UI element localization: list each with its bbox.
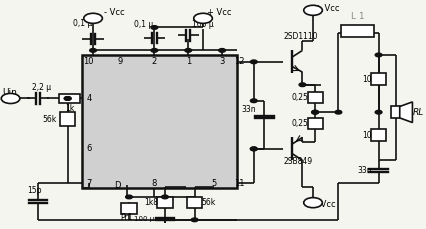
Text: 0,1 µ: 0,1 µ (73, 19, 92, 28)
Text: 3: 3 (219, 57, 225, 66)
Text: 10: 10 (363, 74, 372, 84)
Circle shape (151, 26, 158, 29)
Text: 0,1 µ: 0,1 µ (134, 20, 153, 29)
Circle shape (375, 110, 382, 114)
Circle shape (151, 49, 158, 52)
Bar (391, 106, 400, 118)
Polygon shape (400, 102, 412, 123)
Text: 5: 5 (211, 179, 216, 188)
Circle shape (250, 147, 257, 151)
Circle shape (219, 49, 225, 52)
Text: 0,25: 0,25 (292, 93, 309, 102)
Text: D: D (114, 181, 121, 190)
Text: 8: 8 (152, 179, 157, 188)
Text: - Vcc: - Vcc (104, 8, 124, 17)
Text: L 1: L 1 (351, 12, 364, 21)
Text: 100 µ: 100 µ (193, 20, 214, 29)
Circle shape (64, 97, 71, 100)
Text: 56k: 56k (43, 114, 57, 124)
Circle shape (90, 49, 96, 52)
Circle shape (185, 49, 192, 52)
Circle shape (299, 83, 306, 87)
Text: 6: 6 (86, 144, 92, 153)
Text: 4: 4 (86, 94, 92, 103)
Text: 1k8: 1k8 (144, 198, 158, 207)
Bar (371, 129, 386, 141)
Bar (157, 197, 173, 208)
Bar (371, 73, 386, 85)
Text: 2,2 µ: 2,2 µ (32, 83, 51, 92)
Circle shape (194, 13, 212, 23)
Circle shape (312, 110, 319, 114)
Bar (121, 203, 137, 214)
Circle shape (304, 198, 322, 208)
Circle shape (126, 195, 132, 199)
Circle shape (312, 110, 319, 114)
Text: 1k: 1k (65, 104, 75, 113)
Text: Uin: Uin (2, 88, 17, 97)
Text: 10: 10 (83, 57, 94, 66)
Circle shape (191, 218, 198, 222)
Bar (83, 55, 237, 188)
Bar (308, 118, 323, 129)
Circle shape (375, 53, 382, 57)
Circle shape (335, 110, 342, 114)
Text: Pr1: Pr1 (121, 213, 133, 222)
Text: 2SB849: 2SB849 (283, 157, 313, 166)
Circle shape (304, 5, 322, 15)
Circle shape (250, 60, 257, 64)
Text: RL: RL (412, 108, 424, 117)
Bar (60, 112, 75, 126)
Circle shape (1, 93, 20, 104)
Text: 2SD1110: 2SD1110 (283, 32, 318, 41)
Circle shape (161, 195, 168, 199)
Bar (187, 197, 202, 208)
Text: 1: 1 (186, 57, 191, 66)
Text: 10: 10 (363, 131, 372, 140)
Text: 12: 12 (234, 57, 244, 66)
Text: - Vcc: - Vcc (315, 200, 336, 210)
Text: 11: 11 (234, 179, 244, 188)
Text: 0,25: 0,25 (292, 119, 309, 128)
Text: 56k: 56k (201, 198, 215, 207)
Text: 7: 7 (86, 179, 92, 188)
Text: 33n: 33n (241, 105, 256, 114)
Circle shape (84, 13, 102, 23)
Text: 15p: 15p (28, 185, 42, 195)
Text: 33n: 33n (357, 166, 372, 175)
Circle shape (250, 99, 257, 103)
Text: 9: 9 (118, 57, 123, 66)
Circle shape (64, 97, 71, 100)
Bar (59, 94, 81, 103)
Text: 100 µ: 100 µ (134, 216, 154, 222)
Text: + Vcc: + Vcc (207, 8, 232, 17)
Bar (340, 25, 374, 37)
Circle shape (250, 147, 257, 151)
Text: + Vcc: + Vcc (315, 3, 340, 13)
Text: 2: 2 (152, 57, 157, 66)
Bar (308, 92, 323, 103)
